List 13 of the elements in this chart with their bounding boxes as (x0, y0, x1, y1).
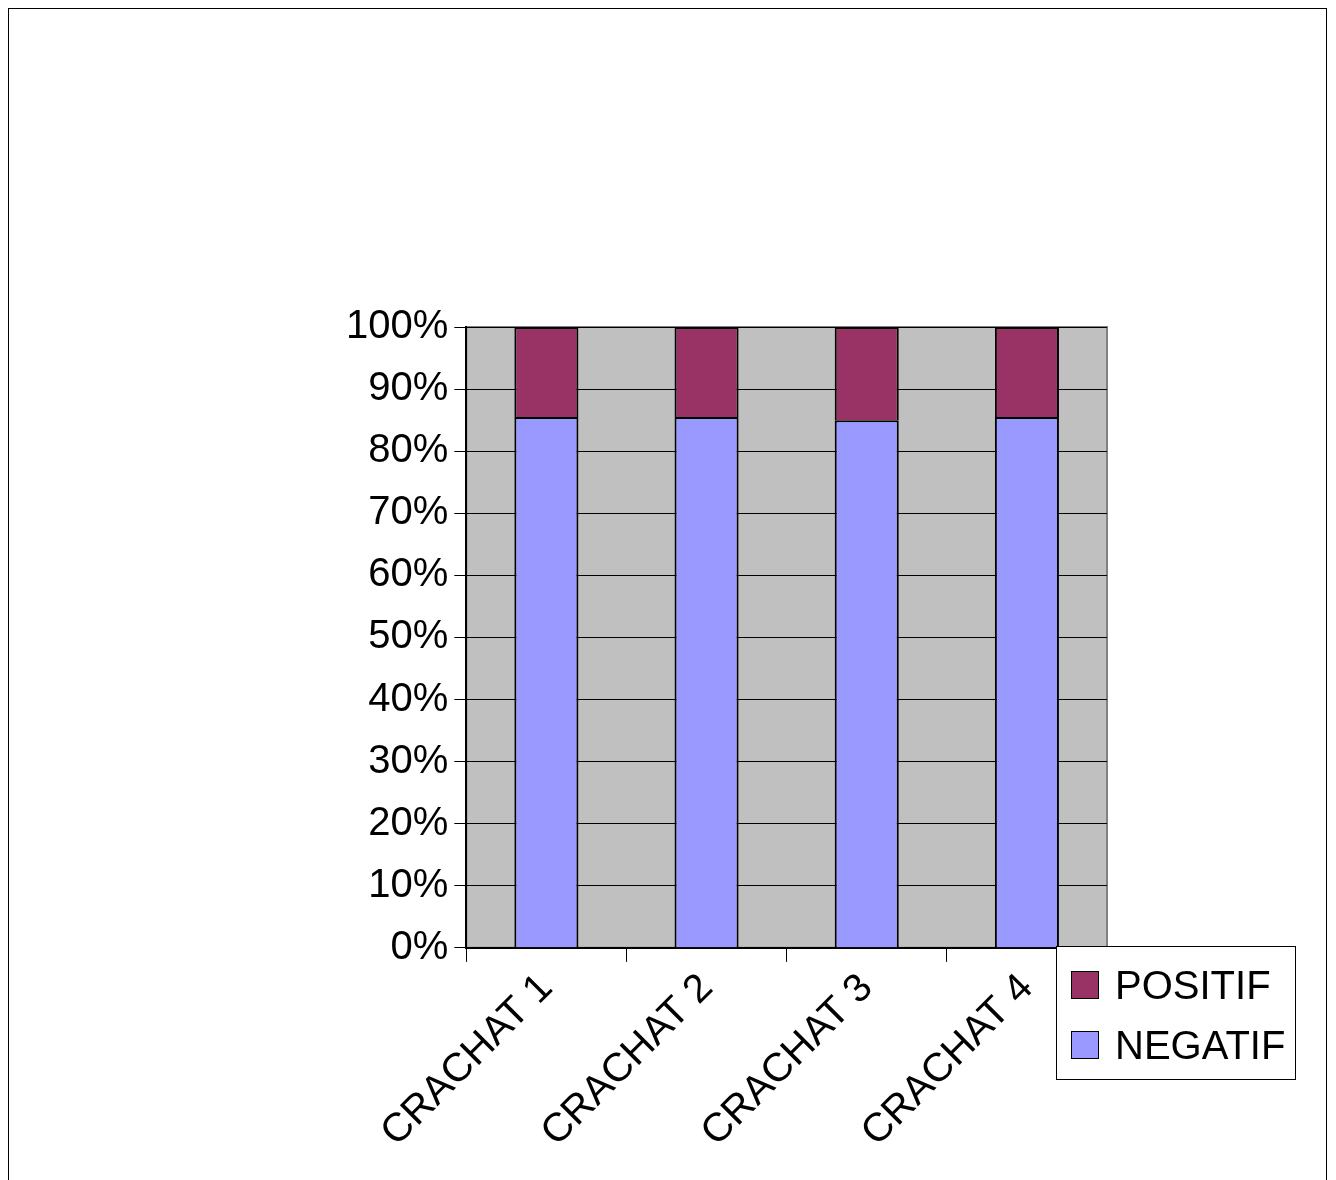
legend-label: NEGATIF (1115, 1022, 1286, 1068)
y-tick-label: 20% (368, 798, 449, 843)
y-tick-label: 60% (368, 550, 449, 595)
y-tick-label: 50% (368, 612, 449, 657)
y-tick-label: 70% (368, 488, 449, 533)
legend-label: POSITIF (1115, 962, 1271, 1008)
y-tick-label: 80% (368, 426, 449, 471)
y-tick-label: 10% (368, 860, 449, 905)
y-tick-label: 0% (390, 922, 449, 967)
y-tick-label: 90% (368, 364, 449, 409)
y-tick-label: 30% (368, 736, 449, 781)
y-tick-label: 40% (368, 674, 449, 719)
y-tick-label: 100% (345, 302, 449, 347)
